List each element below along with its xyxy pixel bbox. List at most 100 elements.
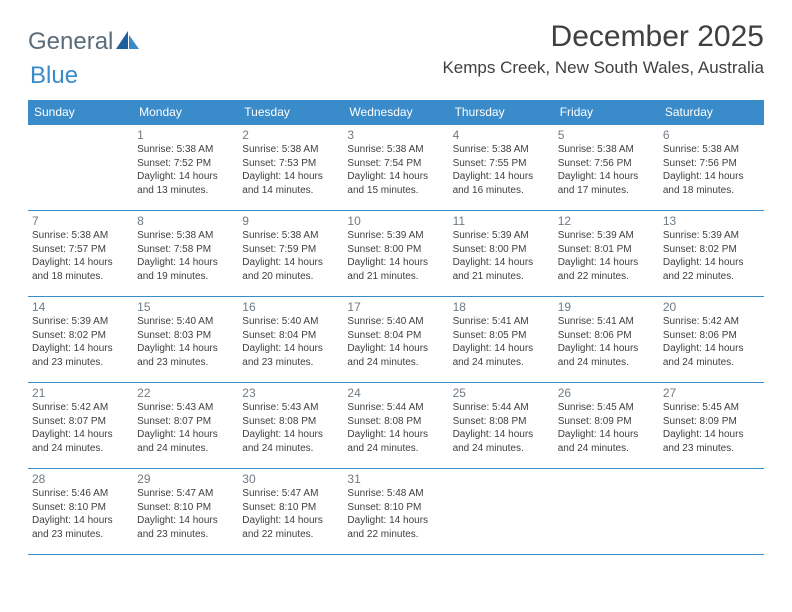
day-info: Sunrise: 5:40 AMSunset: 8:04 PMDaylight:…: [242, 315, 339, 369]
calendar-cell-empty: [554, 469, 659, 555]
calendar-cell: 31Sunrise: 5:48 AMSunset: 8:10 PMDayligh…: [343, 469, 448, 555]
daylight-text: Daylight: 14 hours and 23 minutes.: [663, 428, 760, 455]
calendar-cell-empty: [659, 469, 764, 555]
calendar-cell: 5Sunrise: 5:38 AMSunset: 7:56 PMDaylight…: [554, 125, 659, 211]
brand-logo: General: [28, 28, 143, 56]
sunrise-text: Sunrise: 5:38 AM: [137, 229, 234, 243]
day-number: 21: [32, 386, 129, 400]
calendar-cell: 3Sunrise: 5:38 AMSunset: 7:54 PMDaylight…: [343, 125, 448, 211]
sunrise-text: Sunrise: 5:38 AM: [242, 229, 339, 243]
calendar-cell-empty: [28, 125, 133, 211]
daylight-text: Daylight: 14 hours and 22 minutes.: [242, 514, 339, 541]
sunset-text: Sunset: 8:02 PM: [32, 329, 129, 343]
calendar-cell: 23Sunrise: 5:43 AMSunset: 8:08 PMDayligh…: [238, 383, 343, 469]
calendar-cell: 19Sunrise: 5:41 AMSunset: 8:06 PMDayligh…: [554, 297, 659, 383]
day-number: 19: [558, 300, 655, 314]
day-number: 2: [242, 128, 339, 142]
daylight-text: Daylight: 14 hours and 18 minutes.: [663, 170, 760, 197]
day-header: Friday: [554, 100, 659, 125]
day-number: 25: [453, 386, 550, 400]
sunset-text: Sunset: 8:10 PM: [137, 501, 234, 515]
sunrise-text: Sunrise: 5:47 AM: [137, 487, 234, 501]
day-info: Sunrise: 5:42 AMSunset: 8:07 PMDaylight:…: [32, 401, 129, 455]
sunset-text: Sunset: 8:00 PM: [347, 243, 444, 257]
sunrise-text: Sunrise: 5:45 AM: [558, 401, 655, 415]
day-info: Sunrise: 5:38 AMSunset: 7:54 PMDaylight:…: [347, 143, 444, 197]
sunset-text: Sunset: 8:03 PM: [137, 329, 234, 343]
calendar-cell: 22Sunrise: 5:43 AMSunset: 8:07 PMDayligh…: [133, 383, 238, 469]
daylight-text: Daylight: 14 hours and 15 minutes.: [347, 170, 444, 197]
sunset-text: Sunset: 8:06 PM: [558, 329, 655, 343]
day-number: 26: [558, 386, 655, 400]
calendar-cell: 8Sunrise: 5:38 AMSunset: 7:58 PMDaylight…: [133, 211, 238, 297]
day-info: Sunrise: 5:38 AMSunset: 7:55 PMDaylight:…: [453, 143, 550, 197]
daylight-text: Daylight: 14 hours and 14 minutes.: [242, 170, 339, 197]
logo-word-blue: Blue: [30, 62, 78, 89]
calendar-cell: 27Sunrise: 5:45 AMSunset: 8:09 PMDayligh…: [659, 383, 764, 469]
sunset-text: Sunset: 7:54 PM: [347, 157, 444, 171]
daylight-text: Daylight: 14 hours and 13 minutes.: [137, 170, 234, 197]
calendar-week-row: 21Sunrise: 5:42 AMSunset: 8:07 PMDayligh…: [28, 383, 764, 469]
day-info: Sunrise: 5:43 AMSunset: 8:07 PMDaylight:…: [137, 401, 234, 455]
daylight-text: Daylight: 14 hours and 24 minutes.: [347, 342, 444, 369]
calendar-cell: 17Sunrise: 5:40 AMSunset: 8:04 PMDayligh…: [343, 297, 448, 383]
sunrise-text: Sunrise: 5:47 AM: [242, 487, 339, 501]
sunrise-text: Sunrise: 5:43 AM: [242, 401, 339, 415]
daylight-text: Daylight: 14 hours and 22 minutes.: [663, 256, 760, 283]
calendar-cell: 2Sunrise: 5:38 AMSunset: 7:53 PMDaylight…: [238, 125, 343, 211]
daylight-text: Daylight: 14 hours and 22 minutes.: [347, 514, 444, 541]
daylight-text: Daylight: 14 hours and 19 minutes.: [137, 256, 234, 283]
sunset-text: Sunset: 8:07 PM: [137, 415, 234, 429]
calendar-week-row: 7Sunrise: 5:38 AMSunset: 7:57 PMDaylight…: [28, 211, 764, 297]
sunrise-text: Sunrise: 5:48 AM: [347, 487, 444, 501]
day-number: 13: [663, 214, 760, 228]
calendar-cell: 1Sunrise: 5:38 AMSunset: 7:52 PMDaylight…: [133, 125, 238, 211]
daylight-text: Daylight: 14 hours and 18 minutes.: [32, 256, 129, 283]
sunrise-text: Sunrise: 5:39 AM: [32, 315, 129, 329]
day-number: 27: [663, 386, 760, 400]
sunset-text: Sunset: 8:07 PM: [32, 415, 129, 429]
calendar-cell: 24Sunrise: 5:44 AMSunset: 8:08 PMDayligh…: [343, 383, 448, 469]
sunset-text: Sunset: 8:05 PM: [453, 329, 550, 343]
day-header: Thursday: [449, 100, 554, 125]
daylight-text: Daylight: 14 hours and 24 minutes.: [558, 428, 655, 455]
sunrise-text: Sunrise: 5:42 AM: [663, 315, 760, 329]
title-block: December 2025 Kemps Creek, New South Wal…: [442, 20, 764, 78]
day-number: 20: [663, 300, 760, 314]
calendar-cell: 11Sunrise: 5:39 AMSunset: 8:00 PMDayligh…: [449, 211, 554, 297]
day-header: Monday: [133, 100, 238, 125]
day-number: 7: [32, 214, 129, 228]
daylight-text: Daylight: 14 hours and 23 minutes.: [32, 342, 129, 369]
day-number: 8: [137, 214, 234, 228]
sunrise-text: Sunrise: 5:38 AM: [453, 143, 550, 157]
daylight-text: Daylight: 14 hours and 23 minutes.: [242, 342, 339, 369]
day-number: 9: [242, 214, 339, 228]
day-number: 28: [32, 472, 129, 486]
calendar-cell: 4Sunrise: 5:38 AMSunset: 7:55 PMDaylight…: [449, 125, 554, 211]
sunrise-text: Sunrise: 5:44 AM: [453, 401, 550, 415]
day-info: Sunrise: 5:42 AMSunset: 8:06 PMDaylight:…: [663, 315, 760, 369]
calendar-cell: 29Sunrise: 5:47 AMSunset: 8:10 PMDayligh…: [133, 469, 238, 555]
calendar-cell: 6Sunrise: 5:38 AMSunset: 7:56 PMDaylight…: [659, 125, 764, 211]
sunrise-text: Sunrise: 5:41 AM: [453, 315, 550, 329]
sunset-text: Sunset: 8:06 PM: [663, 329, 760, 343]
day-number: 14: [32, 300, 129, 314]
daylight-text: Daylight: 14 hours and 24 minutes.: [347, 428, 444, 455]
day-number: 11: [453, 214, 550, 228]
sunset-text: Sunset: 8:10 PM: [347, 501, 444, 515]
daylight-text: Daylight: 14 hours and 23 minutes.: [137, 342, 234, 369]
daylight-text: Daylight: 14 hours and 23 minutes.: [137, 514, 234, 541]
day-number: 24: [347, 386, 444, 400]
calendar-head: SundayMondayTuesdayWednesdayThursdayFrid…: [28, 100, 764, 125]
calendar-cell: 30Sunrise: 5:47 AMSunset: 8:10 PMDayligh…: [238, 469, 343, 555]
day-info: Sunrise: 5:39 AMSunset: 8:00 PMDaylight:…: [347, 229, 444, 283]
calendar-cell: 20Sunrise: 5:42 AMSunset: 8:06 PMDayligh…: [659, 297, 764, 383]
daylight-text: Daylight: 14 hours and 24 minutes.: [453, 342, 550, 369]
day-number: 3: [347, 128, 444, 142]
sunset-text: Sunset: 8:08 PM: [453, 415, 550, 429]
daylight-text: Daylight: 14 hours and 24 minutes.: [137, 428, 234, 455]
sunset-text: Sunset: 7:58 PM: [137, 243, 234, 257]
day-info: Sunrise: 5:46 AMSunset: 8:10 PMDaylight:…: [32, 487, 129, 541]
day-info: Sunrise: 5:39 AMSunset: 8:02 PMDaylight:…: [32, 315, 129, 369]
sunset-text: Sunset: 7:56 PM: [558, 157, 655, 171]
